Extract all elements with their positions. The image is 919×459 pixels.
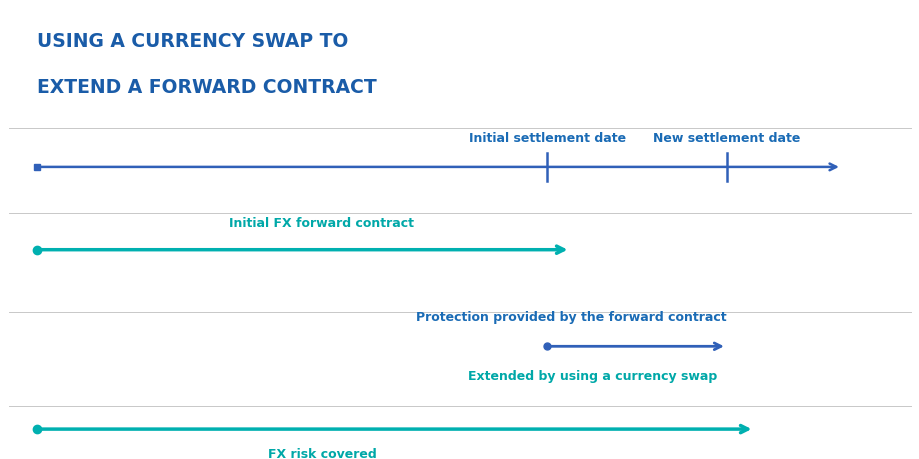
Text: Initial settlement date: Initial settlement date <box>469 132 625 145</box>
Text: Protection provided by the forward contract: Protection provided by the forward contr… <box>415 311 726 324</box>
Text: New settlement date: New settlement date <box>652 132 800 145</box>
Text: EXTEND A FORWARD CONTRACT: EXTEND A FORWARD CONTRACT <box>37 78 376 97</box>
Text: Initial FX forward contract: Initial FX forward contract <box>229 217 414 230</box>
Text: USING A CURRENCY SWAP TO: USING A CURRENCY SWAP TO <box>37 32 347 51</box>
Text: FX risk covered: FX risk covered <box>267 448 376 459</box>
Text: Extended by using a currency swap: Extended by using a currency swap <box>468 369 717 382</box>
